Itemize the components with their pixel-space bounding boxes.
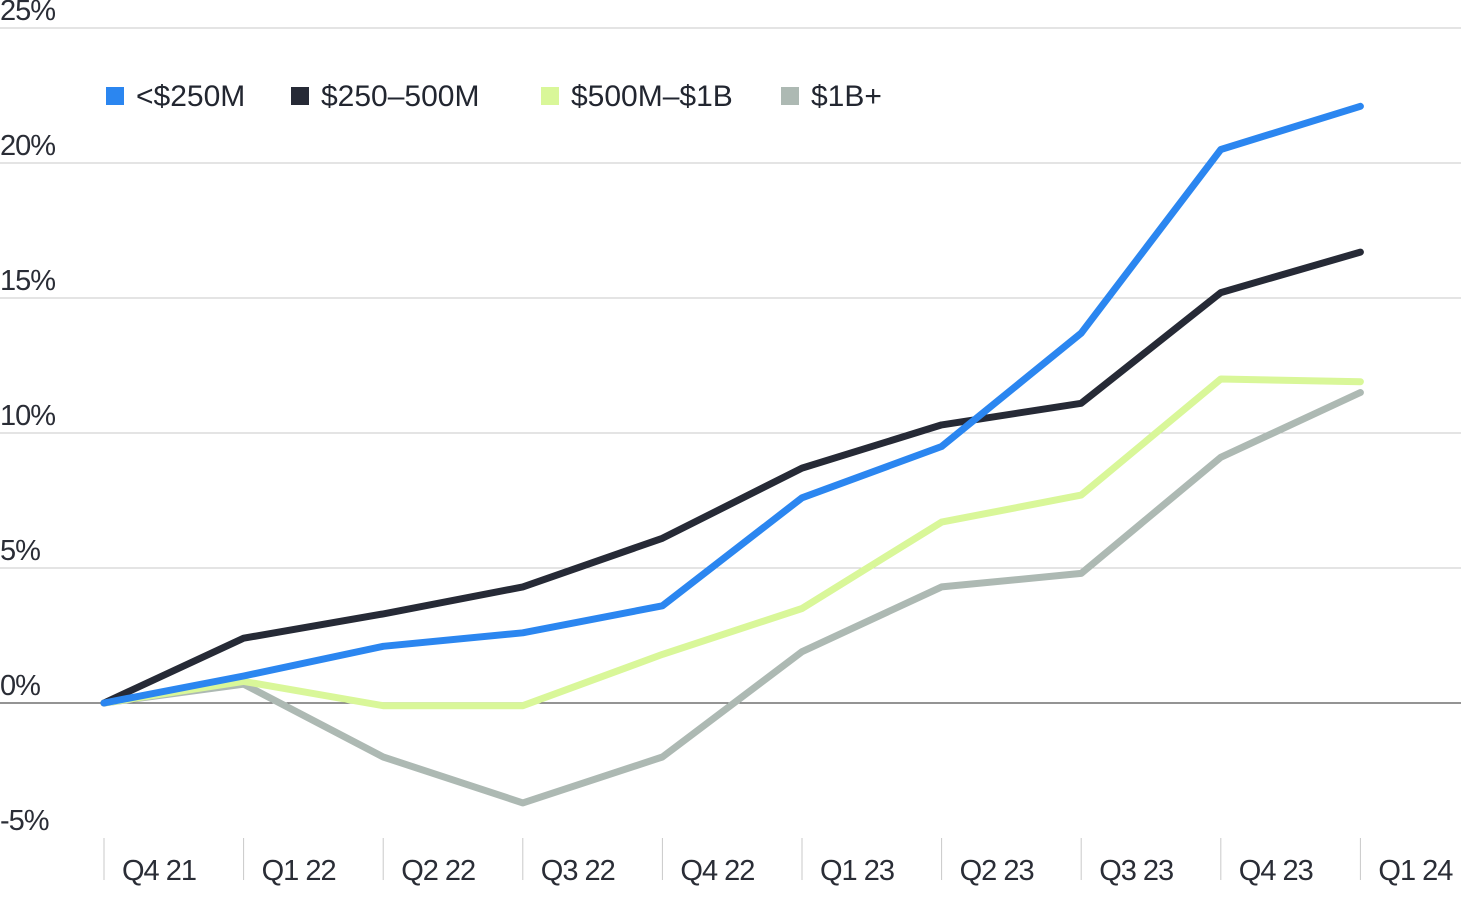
x-tick-label: Q4 22	[680, 855, 754, 887]
y-tick-label: 5%	[0, 535, 40, 567]
y-tick-label: -5%	[0, 805, 49, 837]
y-axis-tick-labels: -5% 0% 5% 10% 15% 20% 25%	[0, 0, 56, 837]
x-tick-label: Q2 23	[960, 855, 1034, 887]
series-line-0	[100, 102, 1364, 707]
y-tick-label: 10%	[0, 400, 55, 432]
x-tick-label: Q1 22	[262, 855, 336, 887]
x-tick-label: Q4 21	[122, 855, 196, 887]
series-line-3	[100, 389, 1364, 807]
legend-swatch	[541, 87, 559, 105]
legend-item: <$250M	[106, 80, 245, 113]
y-tick-label: 25%	[0, 0, 55, 27]
legend-swatch	[106, 87, 124, 105]
legend-label: $250–500M	[321, 80, 479, 113]
series-line-1	[100, 248, 1364, 707]
y-tick-label: 0%	[0, 670, 40, 702]
legend-label: <$250M	[136, 80, 245, 113]
x-tick-label: Q3 22	[541, 855, 615, 887]
y-tick-label: 20%	[0, 130, 55, 162]
legend-item: $500M–$1B	[541, 80, 733, 113]
legend-swatch	[291, 87, 309, 105]
legend-label: $1B+	[811, 80, 882, 113]
series-lines	[100, 102, 1364, 807]
legend-label: $500M–$1B	[571, 80, 733, 113]
x-tick-label: Q1 24	[1378, 855, 1453, 887]
x-tick-label: Q2 22	[401, 855, 475, 887]
legend-swatch	[781, 87, 799, 105]
legend-item: $250–500M	[291, 80, 479, 113]
legend: <$250M $250–500M $500M–$1B $1B+	[106, 80, 882, 113]
series-line-2	[100, 375, 1364, 710]
legend-item: $1B+	[781, 80, 882, 113]
y-tick-label: 15%	[0, 265, 55, 297]
x-tick-label: Q1 23	[820, 855, 894, 887]
x-tick-label: Q4 23	[1239, 855, 1313, 887]
x-tick-label: Q3 23	[1099, 855, 1173, 887]
gridlines	[0, 27, 1461, 880]
x-axis-tick-labels: Q4 21 Q1 22 Q2 22 Q3 22 Q4 22 Q1 23 Q2 23 Q3 23…	[122, 855, 1454, 887]
